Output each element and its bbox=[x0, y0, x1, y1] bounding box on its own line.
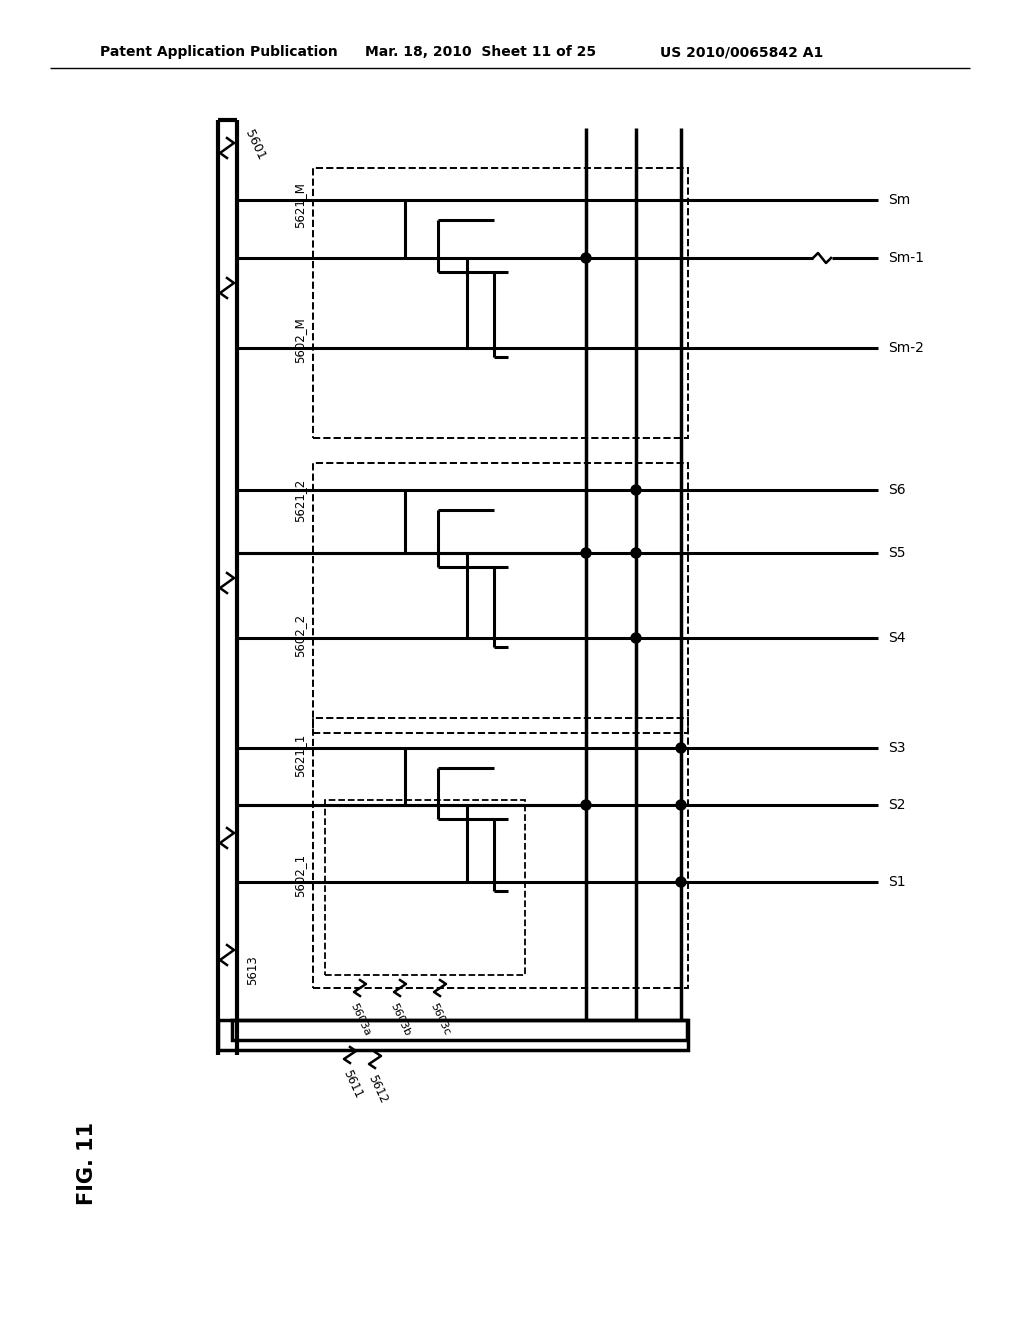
Text: 5621_1: 5621_1 bbox=[294, 734, 306, 776]
Text: 5602_M: 5602_M bbox=[294, 317, 306, 363]
Text: 5611: 5611 bbox=[340, 1068, 365, 1101]
Text: Sm-2: Sm-2 bbox=[888, 341, 924, 355]
Text: FIG. 11: FIG. 11 bbox=[77, 1122, 97, 1205]
Text: S5: S5 bbox=[888, 546, 905, 560]
Circle shape bbox=[581, 253, 591, 263]
Text: Mar. 18, 2010  Sheet 11 of 25: Mar. 18, 2010 Sheet 11 of 25 bbox=[365, 45, 596, 59]
Bar bbox=[218, 1020, 688, 1049]
Text: S1: S1 bbox=[888, 875, 905, 888]
Text: 5602_2: 5602_2 bbox=[294, 614, 306, 656]
Text: 5621_2: 5621_2 bbox=[294, 478, 306, 521]
Text: 5603a: 5603a bbox=[348, 1002, 372, 1038]
Text: 5603c: 5603c bbox=[428, 1002, 452, 1038]
Text: Patent Application Publication: Patent Application Publication bbox=[100, 45, 338, 59]
Bar bbox=[313, 463, 688, 733]
Text: Sm-1: Sm-1 bbox=[888, 251, 924, 265]
Circle shape bbox=[631, 484, 641, 495]
Text: Sm: Sm bbox=[888, 193, 910, 207]
Text: 5603b: 5603b bbox=[388, 1002, 412, 1038]
Bar bbox=[313, 168, 688, 438]
Text: 5613: 5613 bbox=[247, 956, 259, 985]
Circle shape bbox=[581, 548, 591, 558]
Bar bbox=[313, 718, 688, 987]
Text: 5612: 5612 bbox=[365, 1073, 389, 1106]
Text: S2: S2 bbox=[888, 799, 905, 812]
Circle shape bbox=[631, 634, 641, 643]
Circle shape bbox=[581, 800, 591, 810]
Text: S4: S4 bbox=[888, 631, 905, 645]
Text: S6: S6 bbox=[888, 483, 905, 498]
Text: 5601: 5601 bbox=[242, 128, 267, 162]
Text: US 2010/0065842 A1: US 2010/0065842 A1 bbox=[660, 45, 823, 59]
Circle shape bbox=[676, 743, 686, 752]
Circle shape bbox=[676, 876, 686, 887]
Bar bbox=[325, 800, 525, 975]
Text: 5602_1: 5602_1 bbox=[294, 854, 306, 896]
Circle shape bbox=[631, 548, 641, 558]
Bar bbox=[232, 1020, 687, 1040]
Circle shape bbox=[676, 800, 686, 810]
Text: S3: S3 bbox=[888, 741, 905, 755]
Text: 5621_M: 5621_M bbox=[294, 182, 306, 228]
